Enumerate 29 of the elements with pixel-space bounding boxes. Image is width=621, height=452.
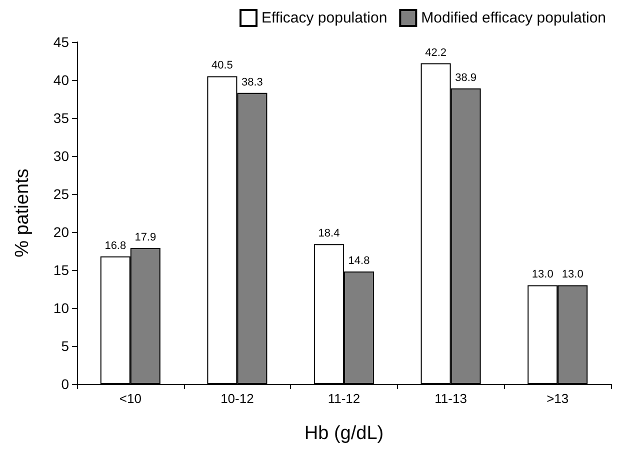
x-tick-label: 10-12 bbox=[220, 391, 254, 406]
data-label: 13.0 bbox=[532, 268, 554, 281]
data-label: 40.5 bbox=[211, 60, 233, 72]
y-tick-label: 15 bbox=[53, 262, 70, 278]
x-tick-label: 11-13 bbox=[434, 391, 467, 406]
data-label: 16.8 bbox=[104, 240, 126, 252]
data-label: 17.9 bbox=[134, 231, 156, 244]
legend-label: Modified efficacy population bbox=[421, 10, 606, 26]
data-label: 13.0 bbox=[562, 268, 584, 281]
x-tick-label: <10 bbox=[119, 391, 142, 406]
data-label: 14.8 bbox=[348, 255, 370, 268]
y-tick-label: 10 bbox=[53, 300, 70, 316]
y-tick-label: 20 bbox=[53, 224, 70, 240]
data-label: 38.3 bbox=[241, 76, 263, 88]
legend-label: Efficacy population bbox=[262, 10, 388, 26]
y-axis-title: % patients bbox=[12, 168, 33, 258]
data-label: 42.2 bbox=[425, 46, 447, 59]
x-tick-label: >13 bbox=[546, 391, 569, 406]
y-tick-label: 35 bbox=[53, 110, 70, 126]
y-tick-label: 0 bbox=[61, 376, 70, 392]
y-tick-label: 5 bbox=[61, 338, 70, 354]
x-tick-label: 11-12 bbox=[328, 391, 360, 406]
y-tick-label: 30 bbox=[53, 148, 70, 164]
data-label: 38.9 bbox=[455, 72, 477, 84]
x-axis-title: Hb (g/dL) bbox=[304, 423, 384, 444]
data-label: 18.4 bbox=[318, 228, 340, 240]
y-tick-label: 45 bbox=[53, 34, 70, 50]
y-tick-label: 40 bbox=[53, 72, 70, 88]
y-tick-label: 25 bbox=[53, 186, 70, 202]
